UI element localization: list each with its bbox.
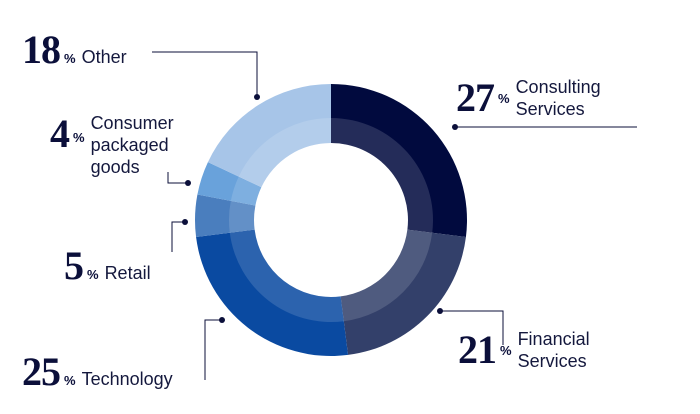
label-other: 18 % Other — [22, 30, 127, 70]
leader-dot-retail — [182, 219, 188, 225]
value-other: 18 — [22, 27, 61, 72]
leader-dot-technology — [219, 317, 225, 323]
label-consumer: 4 % Consumer packaged goods — [50, 112, 174, 178]
pct-retail: % — [87, 267, 99, 282]
value-financial: 21 — [458, 327, 497, 372]
name-consumer: Consumer packaged goods — [90, 113, 174, 177]
label-financial: 21 % Financial Services — [458, 328, 590, 372]
slice-inner-band-financial-services — [340, 229, 433, 322]
name-consulting: Consulting Services — [515, 77, 601, 119]
slice-financial-services — [340, 229, 466, 355]
value-technology: 25 — [22, 349, 61, 394]
slice-technology — [196, 229, 349, 357]
value-consulting: 27 — [456, 75, 495, 120]
slice-inner-band-technology — [229, 229, 344, 322]
leader-dot-consumer — [185, 180, 191, 186]
slice-inner-band-consulting-services — [331, 118, 433, 233]
name-retail: Retail — [104, 263, 151, 283]
pct-consulting: % — [498, 90, 510, 106]
pct-technology: % — [64, 373, 76, 388]
leader-dots — [182, 94, 458, 323]
pct-financial: % — [500, 342, 512, 358]
label-technology: 25 % Technology — [22, 352, 173, 392]
leader-line-retail — [171, 221, 185, 252]
pct-other: % — [64, 51, 76, 66]
slice-retail — [195, 194, 256, 238]
slice-inner-band-consumer-packaged-goods — [230, 176, 262, 206]
slice-consulting-services — [331, 84, 467, 238]
slice-consumer-packaged-goods — [197, 162, 262, 206]
leader-line-other — [152, 51, 258, 97]
leader-dot-other — [254, 94, 260, 100]
value-consumer: 4 — [50, 111, 70, 156]
name-other: Other — [81, 47, 127, 67]
label-consulting: 27 % Consulting Services — [456, 76, 601, 120]
slice-inner-band-other — [238, 118, 331, 188]
pct-consumer: % — [73, 130, 85, 145]
leader-lines — [152, 51, 637, 380]
leader-line-financial — [440, 310, 504, 345]
leader-dot-financial — [437, 308, 443, 314]
leader-line-consumer — [167, 172, 188, 184]
donut-slices — [195, 84, 467, 357]
name-technology: Technology — [81, 369, 173, 389]
value-retail: 5 — [64, 243, 84, 288]
leader-dot-consulting — [452, 124, 458, 130]
slice-inner-band-retail — [229, 200, 256, 233]
leader-line-technology — [204, 319, 222, 380]
name-financial: Financial Services — [517, 329, 590, 371]
label-retail: 5 % Retail — [64, 246, 151, 286]
slice-other — [207, 84, 331, 188]
